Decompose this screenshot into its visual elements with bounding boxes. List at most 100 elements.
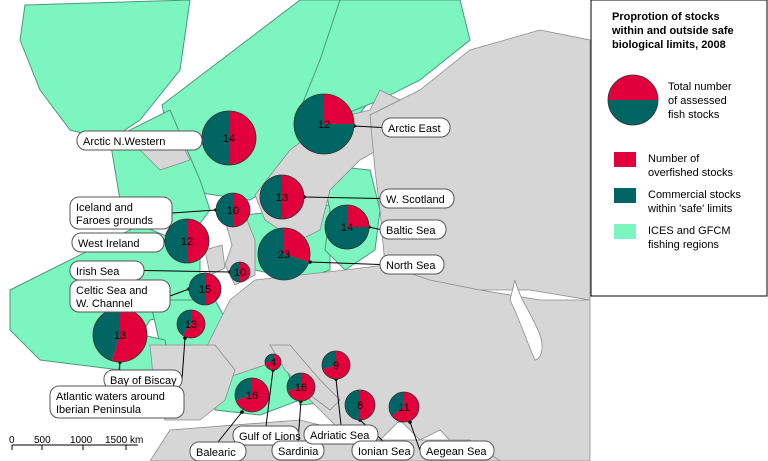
label-box	[232, 425, 300, 446]
label-box	[419, 440, 495, 461]
label-sardinia: Sardinia	[271, 440, 325, 461]
leader-line	[217, 411, 243, 443]
legend-title-1: Proprotion of stocks	[612, 11, 720, 23]
label-arctic-east: Arctic East	[381, 117, 451, 138]
pie-outline	[324, 204, 370, 250]
pie-slice-safe	[230, 262, 240, 282]
pie-slice-overfished	[229, 111, 256, 165]
leader-line	[309, 261, 381, 265]
leader-line	[143, 270, 231, 273]
pie-total-label: 9	[333, 360, 339, 372]
pie-slice-safe	[165, 219, 187, 263]
legend-pie-outline	[607, 74, 659, 126]
pie-slice-overfished	[111, 308, 148, 362]
label-line: Iceland and	[76, 202, 133, 214]
label-line: W. Scotland	[386, 194, 445, 206]
label-box	[379, 188, 455, 209]
label-irish-sea: Irish Sea	[69, 260, 145, 281]
label-line: Faroes grounds	[76, 215, 154, 227]
pie-slice-safe	[265, 354, 273, 362]
label-line: Ionian Sea	[358, 446, 411, 458]
pie-slice-overfished	[347, 205, 369, 227]
pie-aegean: 11	[388, 391, 420, 423]
legend-swatch-region	[614, 224, 636, 239]
pie-outline	[293, 93, 355, 155]
pie-outline	[321, 350, 351, 380]
label-box	[379, 219, 447, 240]
label-box	[71, 232, 165, 253]
label-line: Balearic	[196, 447, 236, 459]
pie-slice-overfished	[322, 351, 351, 380]
pie-ionian: 8	[344, 389, 376, 421]
pie-total-label: 14	[341, 222, 353, 234]
pie-slice-overfished	[187, 219, 209, 263]
label-gulf-lions: Gulf of Lions	[232, 425, 301, 446]
legend-overfished-2: overfished stocks	[648, 167, 733, 179]
legend-frame	[590, 0, 768, 297]
label-biscay: Bay of Biscay	[103, 369, 183, 390]
pie-slice-overfished	[205, 273, 221, 305]
pie-outline	[259, 174, 305, 220]
legend-total-3: fish stocks	[668, 109, 720, 121]
pie-adriatic: 9	[321, 350, 351, 380]
pie-outline	[164, 218, 210, 264]
leader-line	[171, 209, 217, 214]
label-line: North Sea	[386, 260, 436, 272]
label-ionian: Ionian Sea	[351, 440, 415, 461]
label-line: W. Channel	[76, 298, 133, 310]
pie-slice-overfished	[391, 392, 420, 422]
label-north-sea: North Sea	[379, 254, 445, 275]
legend-region-2: fishing regions	[648, 239, 719, 251]
pie-slice-safe	[189, 273, 205, 305]
legend-total-1: Total number	[668, 81, 732, 93]
pie-slice-overfished	[324, 94, 354, 124]
pie-total-label: 8	[357, 400, 363, 412]
label-aegean: Aegean Sea	[419, 440, 495, 461]
leader-line	[368, 226, 381, 230]
label-box	[69, 196, 173, 230]
legend: Proprotion of stocks within and outside …	[590, 0, 768, 297]
pie-slice-overfished	[360, 390, 375, 420]
leader-line	[335, 378, 342, 426]
label-line: Baltic Sea	[386, 225, 436, 237]
pie-slice-overfished	[240, 262, 250, 282]
pie-outline	[388, 391, 420, 423]
label-line: Gulf of Lions	[239, 431, 301, 443]
legend-pie-symbol	[607, 74, 659, 126]
label-box	[189, 441, 247, 461]
pie-irish-sea: 10	[229, 261, 251, 283]
pie-gulf-lions: 4	[264, 353, 282, 371]
pie-outline	[229, 261, 251, 283]
label-line: Aegean Sea	[426, 446, 487, 458]
pie-atlantic-iberian: 13	[92, 307, 148, 363]
pie-sardinia: 16	[286, 372, 316, 402]
pie-slice-safe	[235, 378, 252, 401]
pie-balearic: 16	[234, 377, 270, 413]
pie-baltic: 14	[324, 204, 370, 250]
label-line: Atlantic waters around	[56, 391, 165, 403]
pie-slice-safe	[345, 390, 360, 420]
leader-arrowhead	[240, 410, 244, 414]
pie-slice-safe	[322, 351, 336, 370]
label-line: Iberian Peninsula	[56, 404, 142, 416]
pie-total-label: 13	[185, 319, 197, 331]
pie-arctic-nw: 14	[201, 110, 257, 166]
leader-line	[409, 421, 421, 451]
label-line: West Ireland	[78, 238, 140, 250]
pie-outline	[234, 377, 270, 413]
leader-line	[181, 337, 186, 380]
scale-label-1000: 1000	[70, 435, 93, 446]
stock-pie-charts: 14 12 10 13 12 14 23 10 15 13 13 4 16 16 9 8 11	[92, 93, 420, 423]
legend-title-2: within and outside safe	[611, 25, 734, 37]
pie-slice-safe	[260, 175, 282, 219]
pie-total-label: 12	[181, 236, 193, 248]
region-labels: Arctic N.Western Arctic East Iceland andFa…	[49, 117, 495, 461]
pie-slice-safe	[93, 308, 120, 361]
pie-slice-safe	[389, 392, 404, 416]
pie-slice-overfished	[284, 228, 310, 263]
label-box	[379, 254, 445, 275]
